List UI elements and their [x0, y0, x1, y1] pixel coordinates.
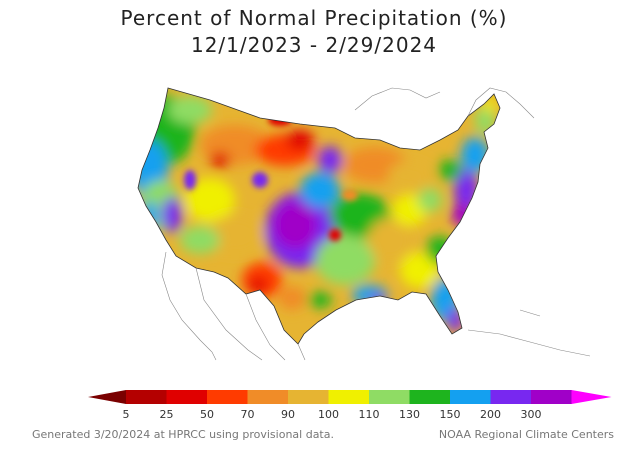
- legend-label: 50: [200, 408, 214, 421]
- legend-label: 200: [480, 408, 501, 421]
- legend-label: 5: [123, 408, 130, 421]
- canada-outline: [354, 87, 535, 119]
- color-legend: 5 25 50 70 90 100 110 130 150 200 300: [88, 390, 612, 421]
- mexico-outline: [161, 251, 306, 361]
- map-date-range: 12/1/2023 - 2/29/2024: [190, 33, 438, 57]
- legend-label: 70: [241, 408, 255, 421]
- precipitation-map: [137, 87, 591, 361]
- legend-label: 300: [521, 408, 542, 421]
- legend-swatch: [369, 390, 410, 404]
- legend-swatch: [490, 390, 532, 404]
- legend-label: 25: [160, 408, 174, 421]
- legend-swatch: [409, 390, 451, 404]
- legend-swatch: [207, 390, 248, 404]
- legend-low-arrow: [88, 390, 126, 404]
- precip-field: [138, 88, 500, 344]
- cuba-outline: [467, 309, 591, 357]
- source-credit: NOAA Regional Climate Centers: [438, 428, 614, 441]
- legend-label: 130: [399, 408, 420, 421]
- us-outline: [137, 87, 501, 345]
- legend-swatch: [166, 390, 208, 404]
- generated-note: Generated 3/20/2024 at HPRCC using provi…: [32, 428, 334, 441]
- legend-swatch: [450, 390, 491, 404]
- legend-label: 100: [318, 408, 339, 421]
- legend-label: 110: [359, 408, 380, 421]
- legend-high-arrow: [571, 390, 612, 404]
- legend-swatch: [328, 390, 370, 404]
- legend-swatch: [126, 390, 167, 404]
- legend-swatch: [531, 390, 572, 404]
- legend-label: 150: [440, 408, 461, 421]
- map-title: Percent of Normal Precipitation (%): [120, 6, 508, 30]
- legend-swatch: [247, 390, 289, 404]
- legend-label: 90: [281, 408, 295, 421]
- legend-swatch: [288, 390, 329, 404]
